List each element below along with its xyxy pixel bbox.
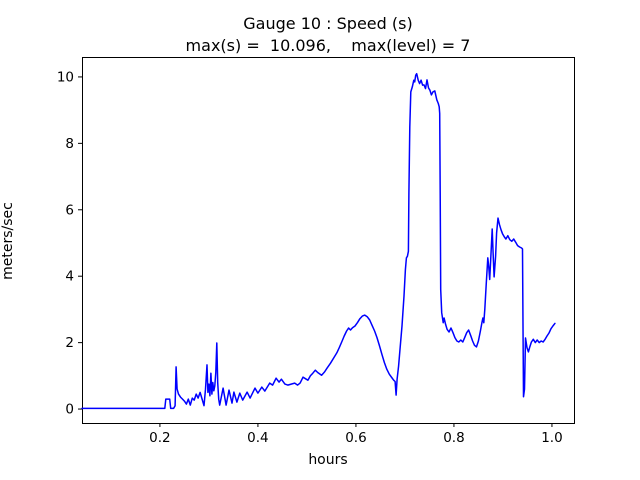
chart-title: Gauge 10 : Speed (s) (243, 14, 413, 33)
y-tick-label: 4 (65, 269, 74, 285)
x-tick-label: 0.4 (247, 430, 268, 446)
plot-frame (82, 57, 575, 424)
chart-subtitle: max(s) = 10.096, max(level) = 7 (185, 36, 471, 55)
x-tick-label: 0.2 (149, 430, 170, 446)
x-tick-label: 0.6 (345, 430, 366, 446)
x-tick-label: 1.0 (541, 430, 562, 446)
y-tick-label: 2 (65, 335, 74, 351)
y-tick-label: 10 (57, 69, 74, 85)
speed-line (81, 72, 556, 410)
y-tick-label: 8 (65, 136, 74, 152)
y-tick-label: 0 (65, 402, 74, 418)
y-tick-label: 6 (65, 202, 74, 218)
x-axis-label: hours (308, 452, 348, 468)
x-tick-label: 0.8 (443, 430, 464, 446)
